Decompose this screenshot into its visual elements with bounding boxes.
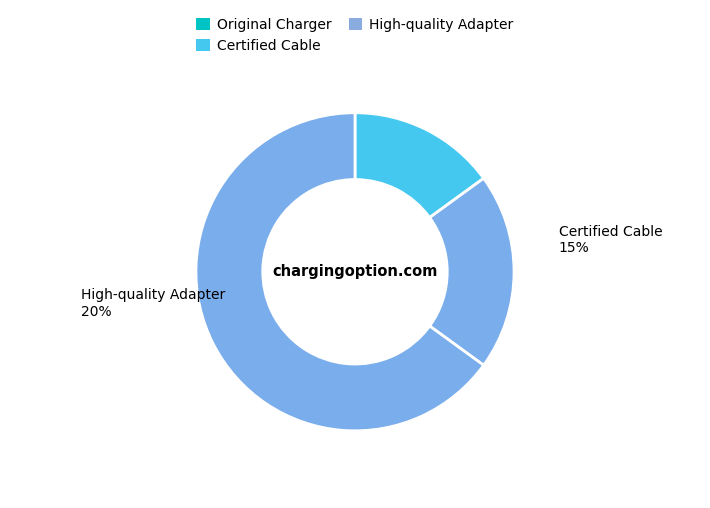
Legend: Original Charger, Certified Cable, High-quality Adapter: Original Charger, Certified Cable, High-… [191, 12, 519, 58]
Wedge shape [355, 113, 484, 217]
Wedge shape [430, 178, 514, 365]
Text: chargingoption.com: chargingoption.com [273, 264, 437, 279]
Text: Certified Cable
15%: Certified Cable 15% [559, 225, 662, 255]
Text: High-quality Adapter
20%: High-quality Adapter 20% [82, 289, 226, 319]
Wedge shape [196, 113, 484, 431]
